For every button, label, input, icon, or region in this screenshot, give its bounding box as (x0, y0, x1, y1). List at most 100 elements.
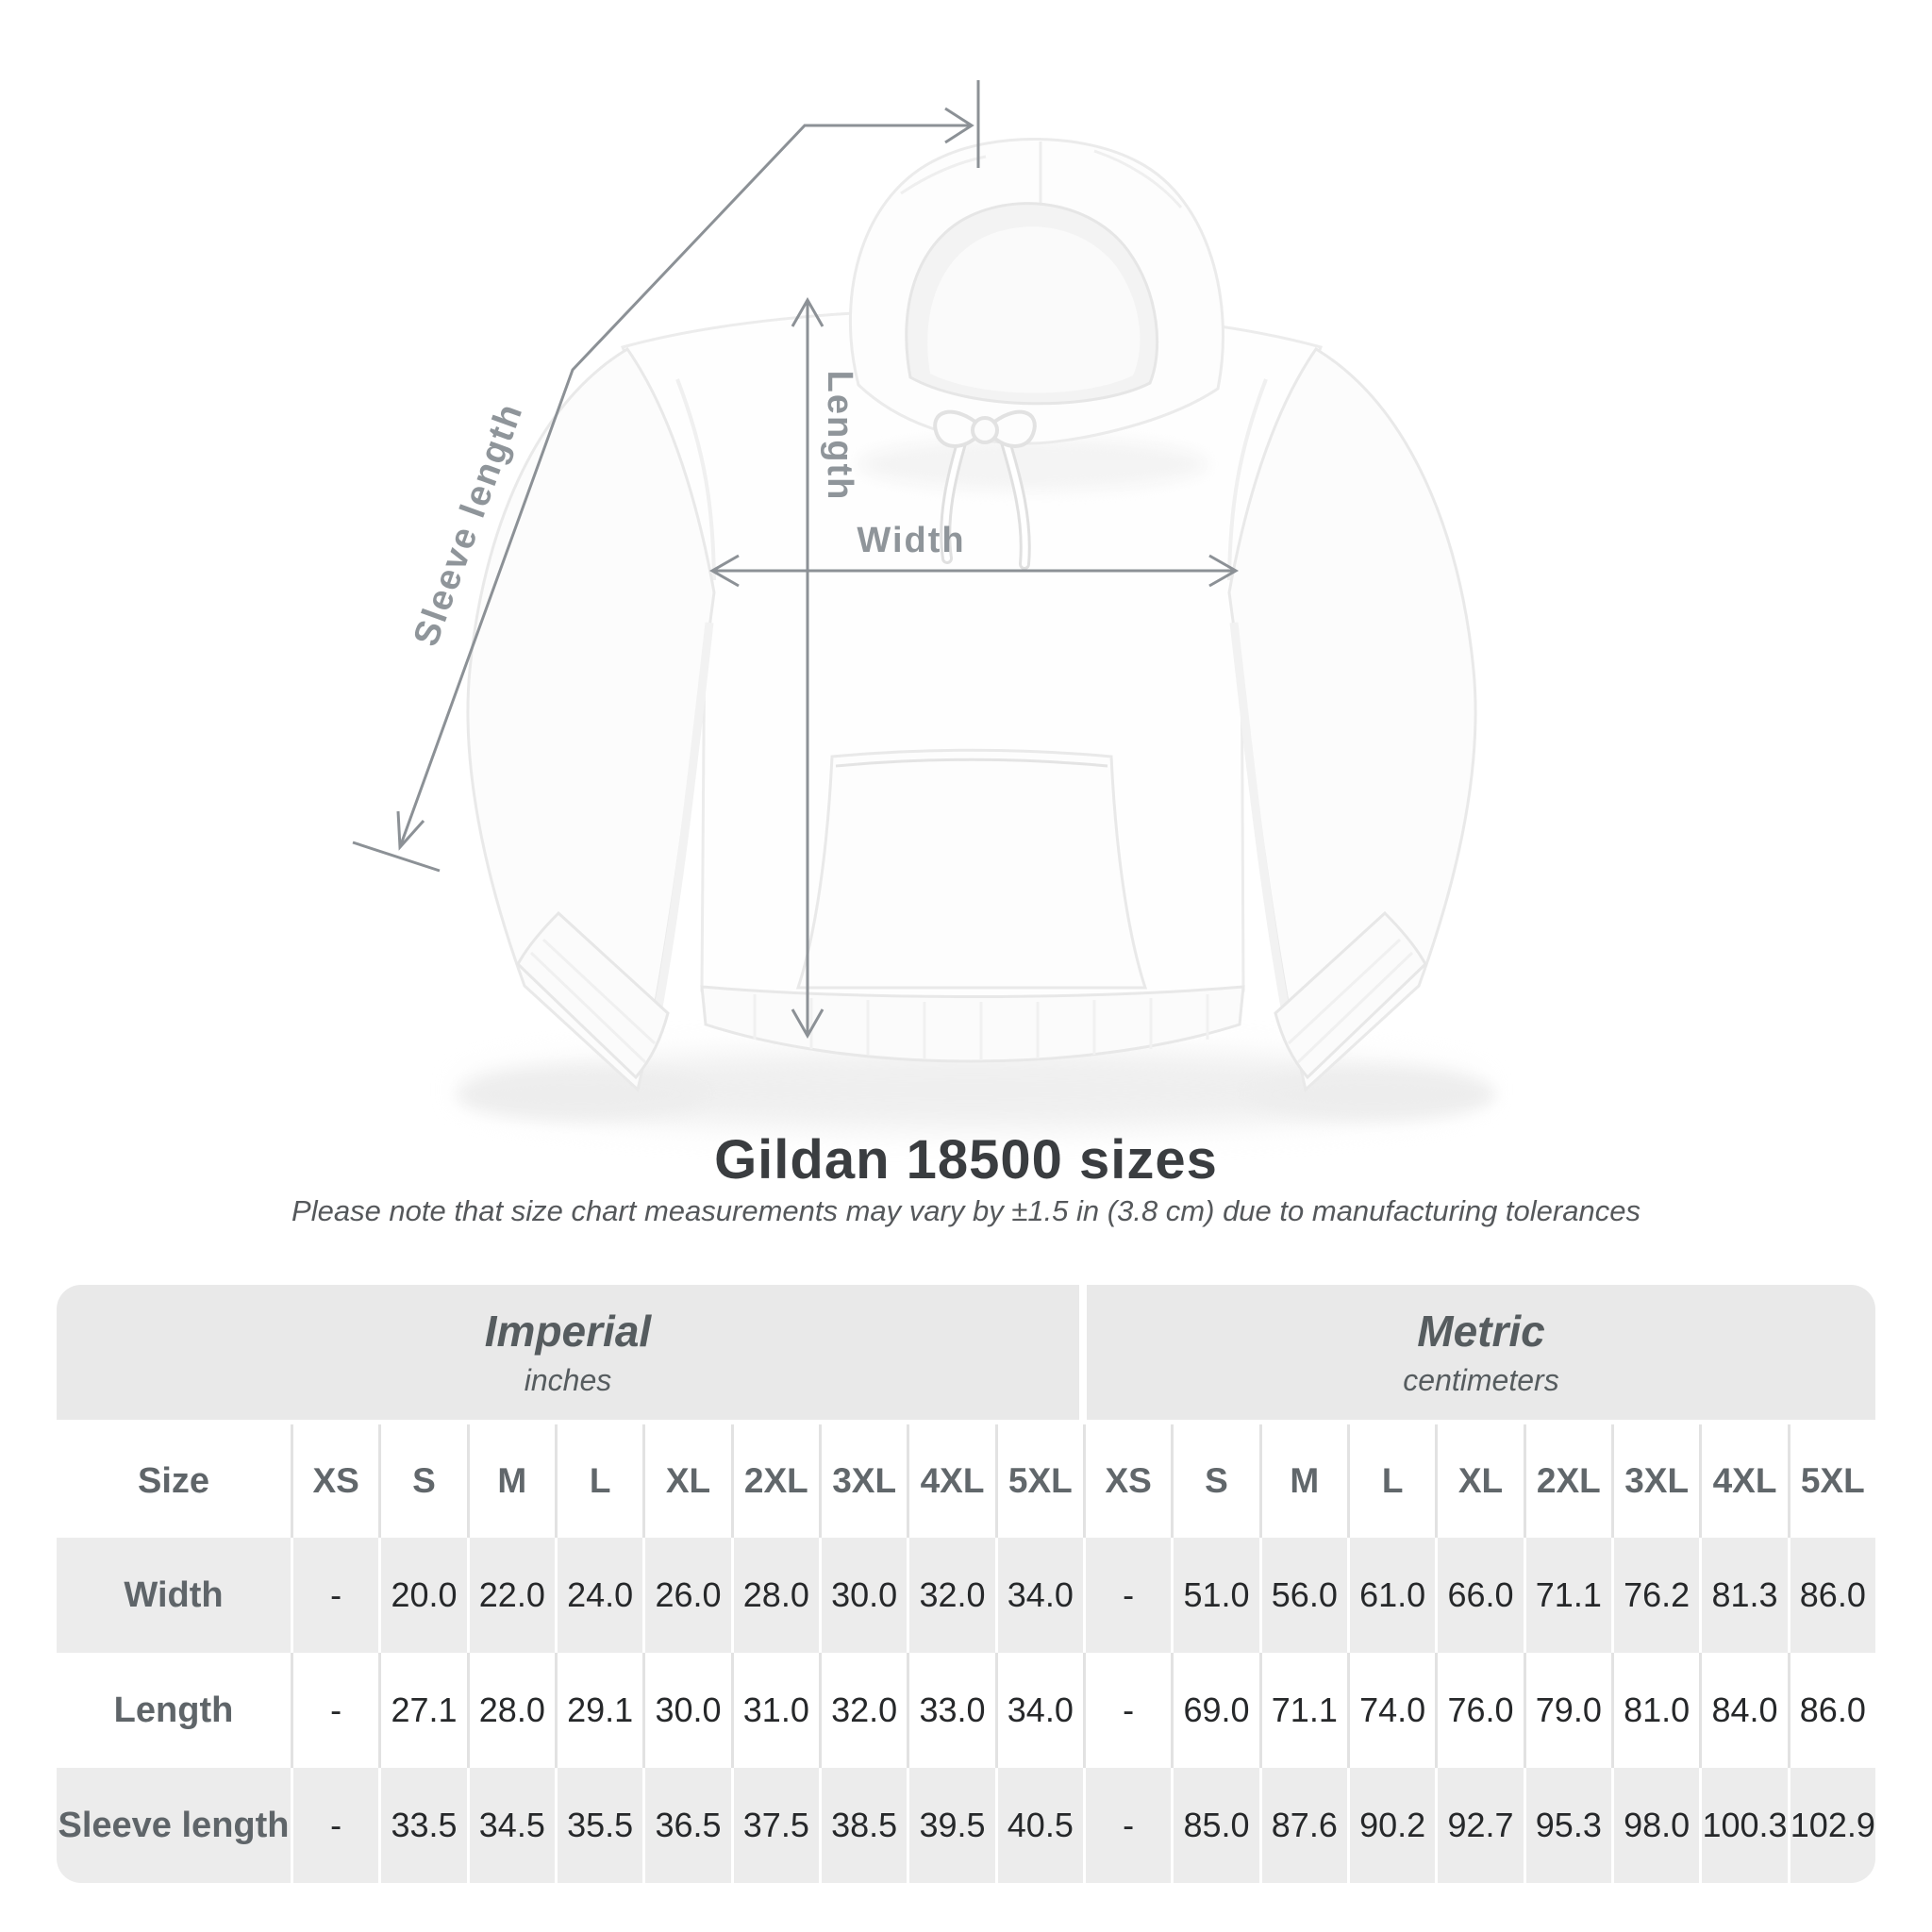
length-metric-3xl: 81.0 (1611, 1653, 1699, 1768)
length-metric-2xl: 79.0 (1523, 1653, 1611, 1768)
size-header-imperial-l: L (555, 1424, 642, 1538)
sleeve-imperial-s: 33.5 (378, 1768, 466, 1883)
right-armhole-seam (1227, 378, 1268, 581)
imperial-band-unit: inches (524, 1363, 612, 1398)
left-cuff-ribs (529, 938, 657, 1064)
size-header-metric-3xl: 3XL (1611, 1424, 1699, 1538)
length-imperial-xs: - (291, 1653, 378, 1768)
sleeve-metric-5xl: 102.9 (1787, 1768, 1875, 1883)
right-cuff (1274, 910, 1427, 1080)
length-metric-xs: - (1083, 1653, 1171, 1768)
imperial-band: Imperial inches (57, 1285, 1079, 1420)
length-imperial-s: 27.1 (378, 1653, 466, 1768)
width-arrow-left (708, 554, 740, 588)
pocket-top-seam (835, 758, 1108, 768)
drawstring-knot (971, 416, 999, 444)
garment-shadow-left (458, 1070, 703, 1119)
length-imperial-2xl: 31.0 (730, 1653, 819, 1768)
sleeve-length-line (398, 124, 972, 848)
width-imperial-5xl: 34.0 (994, 1538, 1083, 1653)
length-imperial-4xl: 33.0 (907, 1653, 994, 1768)
sleeve-imperial-3xl: 38.5 (819, 1768, 907, 1883)
width-metric-xl: 66.0 (1435, 1538, 1523, 1653)
size-header-metric-2xl: 2XL (1523, 1424, 1611, 1538)
length-metric-l: 74.0 (1347, 1653, 1435, 1768)
width-imperial-s: 20.0 (378, 1538, 466, 1653)
left-armhole-seam (675, 378, 716, 581)
size-header-imperial-xs: XS (291, 1424, 378, 1538)
sleeve-length-end-tick (352, 841, 441, 873)
width-metric-m: 56.0 (1258, 1538, 1347, 1653)
hood-lining (927, 226, 1141, 393)
sleeve-imperial-xl: 36.5 (642, 1768, 730, 1883)
width-metric-2xl: 71.1 (1523, 1538, 1611, 1653)
width-metric-5xl: 86.0 (1787, 1538, 1875, 1653)
drawstring-bow-left-loop (933, 409, 983, 448)
row-label-width: Width (124, 1574, 224, 1615)
sleeve-imperial-5xl: 40.5 (994, 1768, 1083, 1883)
width-imperial-xl: 26.0 (642, 1538, 730, 1653)
sleeve-metric-l: 90.2 (1347, 1768, 1435, 1883)
sleeve-metric-3xl: 98.0 (1611, 1768, 1699, 1883)
width-metric-xs: - (1083, 1538, 1171, 1653)
length-label: Length (820, 371, 859, 502)
size-header-metric-l: L (1347, 1424, 1435, 1538)
sleeve-metric-xl: 92.7 (1435, 1768, 1523, 1883)
table-row-sleeve-length: Sleeve length - 33.5 34.5 35.5 36.5 37.5… (57, 1768, 1875, 1883)
table-row-width: Width - 20.0 22.0 24.0 26.0 28.0 30.0 32… (57, 1538, 1875, 1653)
sleeve-imperial-2xl: 37.5 (730, 1768, 819, 1883)
chest-shading (858, 438, 1208, 491)
page-subtitle: Please note that size chart measurements… (291, 1194, 1641, 1227)
length-imperial-3xl: 32.0 (819, 1653, 907, 1768)
length-arrow-up (791, 296, 824, 327)
width-metric-4xl: 81.3 (1699, 1538, 1787, 1653)
garment-shadow-right (1250, 1070, 1495, 1119)
sleeve-length-arrow-bottom (396, 810, 425, 851)
hoodie-measurement-diagram: Sleeve length Length Width (352, 80, 1495, 1129)
size-header-metric-s: S (1171, 1424, 1258, 1538)
sleeve-metric-xs: - (1083, 1768, 1171, 1883)
table-row-length: Length - 27.1 28.0 29.1 30.0 31.0 32.0 3… (57, 1653, 1875, 1768)
metric-band: Metric centimeters (1087, 1285, 1875, 1420)
row-label-length: Length (113, 1690, 234, 1730)
sleeve-length-arrow-right (944, 107, 974, 144)
sleeve-metric-4xl: 100.3 (1699, 1768, 1788, 1883)
size-header-imperial-xl: XL (642, 1424, 730, 1538)
sleeve-imperial-l: 35.5 (555, 1768, 642, 1883)
right-sleeve (1227, 346, 1477, 1092)
width-imperial-xs: - (291, 1538, 378, 1653)
annotation-lines (352, 80, 1240, 1040)
width-imperial-4xl: 32.0 (907, 1538, 994, 1653)
size-table: Imperial inches Metric centimeters Size … (57, 1285, 1875, 1883)
garment-shadow (462, 1050, 1481, 1129)
width-metric-s: 51.0 (1171, 1538, 1258, 1653)
width-imperial-3xl: 30.0 (819, 1538, 907, 1653)
drawstring-right-core (1001, 433, 1028, 567)
left-sleeve (466, 346, 716, 1092)
width-label: Width (857, 521, 965, 560)
metric-band-title: Metric (1417, 1306, 1545, 1356)
length-imperial-5xl: 34.0 (994, 1653, 1083, 1768)
hem-rib-lines (753, 994, 1209, 1060)
width-imperial-l: 24.0 (555, 1538, 642, 1653)
size-header-imperial-m: M (466, 1424, 555, 1538)
right-cuff-ribs (1287, 938, 1414, 1064)
drawstring-bow-right-loop (987, 409, 1037, 448)
size-column-title: Size (137, 1460, 210, 1501)
drawstring-left-core (942, 431, 967, 561)
left-cuff (516, 910, 670, 1080)
length-metric-s: 69.0 (1171, 1653, 1258, 1768)
size-header-imperial-2xl: 2XL (730, 1424, 819, 1538)
width-metric-3xl: 76.2 (1611, 1538, 1699, 1653)
hem-band (700, 985, 1245, 1063)
width-metric-l: 61.0 (1347, 1538, 1435, 1653)
size-header-row: Size XS S M L XL 2XL 3XL 4XL 5XL XS S M … (57, 1424, 1875, 1538)
length-arrow-down (791, 1008, 824, 1040)
length-imperial-xl: 30.0 (642, 1653, 730, 1768)
length-metric-4xl: 84.0 (1699, 1653, 1787, 1768)
width-imperial-m: 22.0 (466, 1538, 555, 1653)
row-label-sleeve-length: Sleeve length (58, 1805, 290, 1845)
length-imperial-m: 28.0 (466, 1653, 555, 1768)
sleeve-metric-m: 87.6 (1258, 1768, 1347, 1883)
